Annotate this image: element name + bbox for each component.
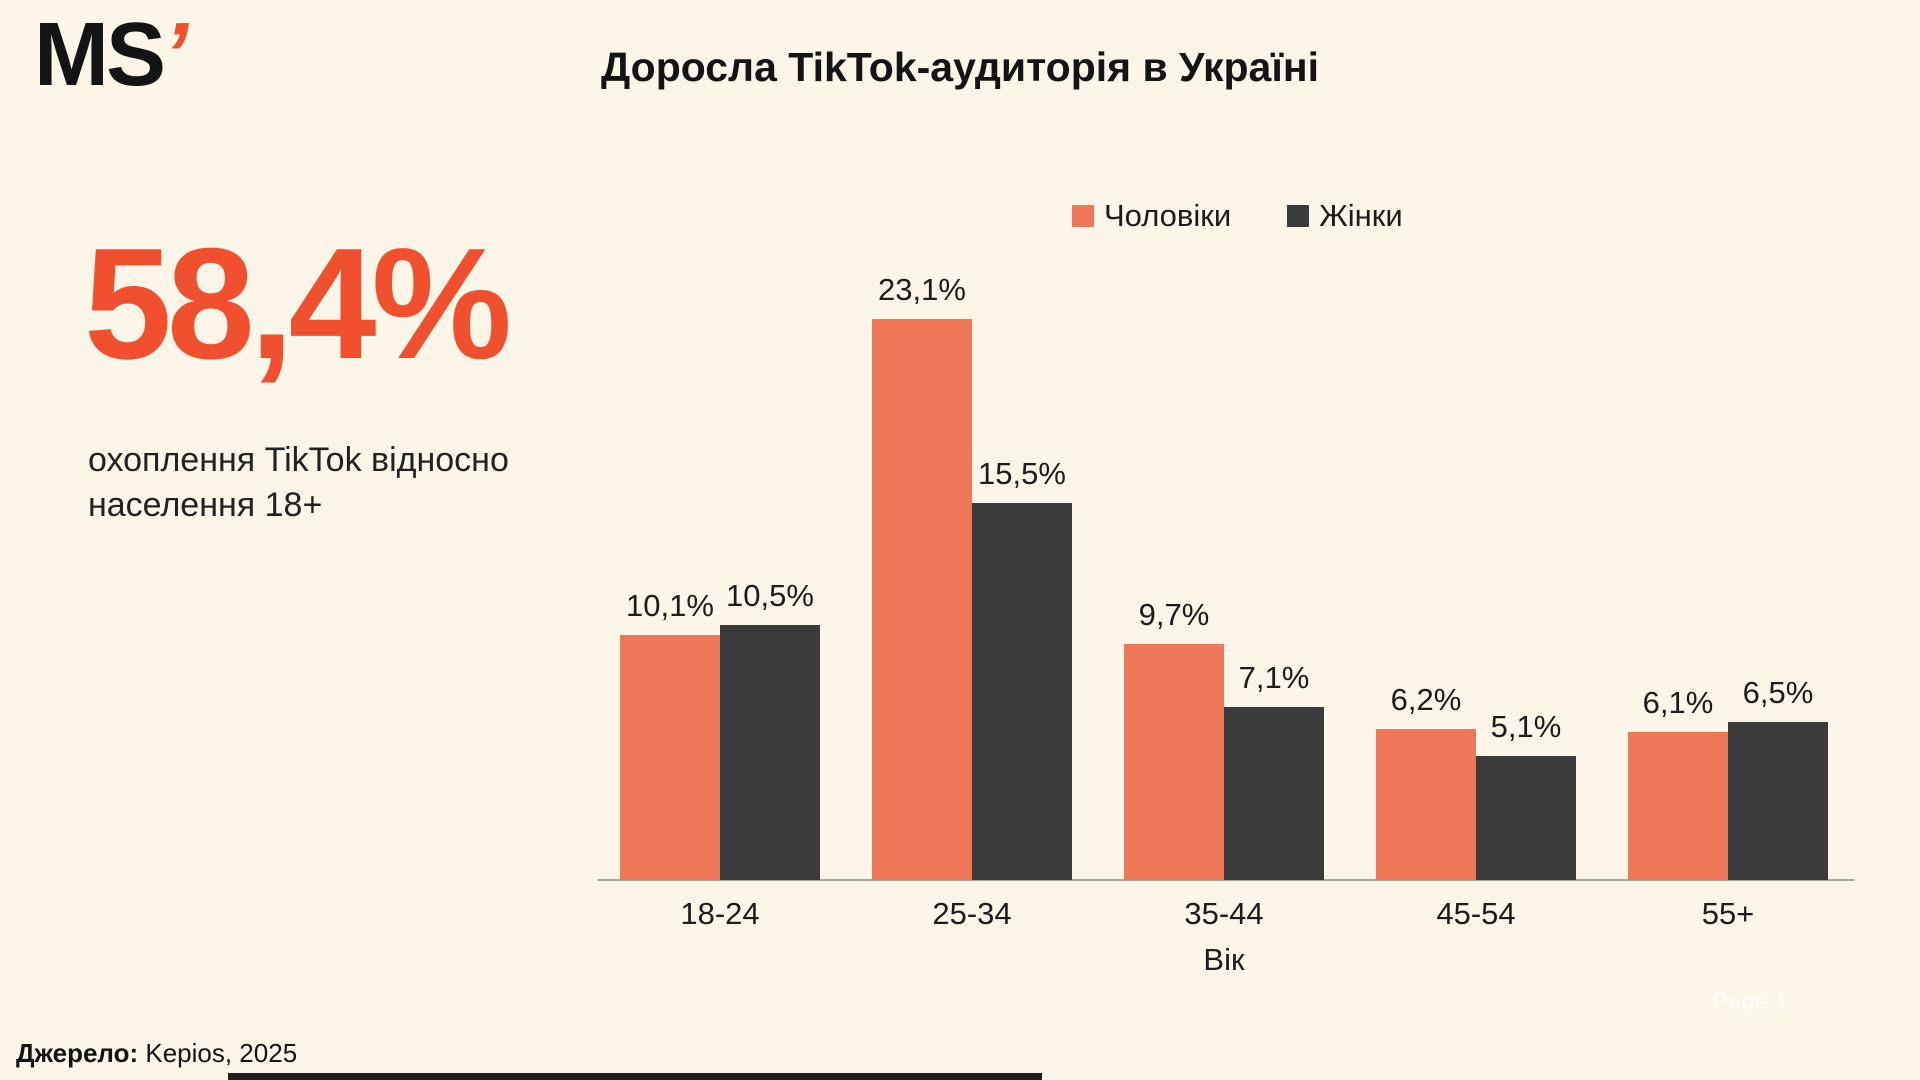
page-number-watermark: Page 1 bbox=[1712, 988, 1789, 1015]
stat-value: 58,4% bbox=[84, 216, 512, 392]
logo: MS’ bbox=[34, 5, 188, 105]
x-axis-label-45-54: 45-54 bbox=[1436, 896, 1516, 931]
legend-item-men: Чоловіки bbox=[1072, 198, 1231, 234]
source-note: Джерело: Kepios, 2025 bbox=[16, 1038, 297, 1069]
logo-apostrophe: ’ bbox=[163, 5, 188, 105]
bar-men-35-44 bbox=[1124, 644, 1224, 880]
x-axis-label-55+: 55+ bbox=[1701, 896, 1755, 931]
source-label: Джерело: bbox=[16, 1038, 139, 1068]
bar-value-label-women-45-54: 5,1% bbox=[1490, 709, 1562, 744]
bar-value-label-men-25-34: 23,1% bbox=[878, 272, 966, 307]
bar-value-label-women-25-34: 15,5% bbox=[978, 456, 1066, 491]
legend-label-men: Чоловіки bbox=[1104, 198, 1232, 233]
bar-value-label-men-45-54: 6,2% bbox=[1390, 682, 1462, 717]
bar-value-label-women-35-44: 7,1% bbox=[1238, 660, 1310, 695]
x-axis-label-35-44: 35-44 bbox=[1184, 896, 1264, 931]
bar-men-45-54 bbox=[1376, 729, 1476, 880]
page-title: Доросла TikTok-аудиторія в Україні bbox=[600, 44, 1320, 90]
x-axis-label-25-34: 25-34 bbox=[932, 896, 1012, 931]
bar-women-55+ bbox=[1728, 722, 1828, 880]
bar-value-label-men-35-44: 9,7% bbox=[1138, 597, 1210, 632]
legend-item-women: Жінки bbox=[1287, 198, 1403, 234]
bar-men-18-24 bbox=[620, 635, 720, 880]
bar-value-label-men-18-24: 10,1% bbox=[626, 588, 714, 623]
bar-women-45-54 bbox=[1476, 756, 1576, 880]
bar-women-25-34 bbox=[972, 503, 1072, 880]
source-value: Kepios, 2025 bbox=[138, 1038, 298, 1068]
bar-women-35-44 bbox=[1224, 707, 1324, 880]
bar-value-label-women-55+: 6,5% bbox=[1742, 675, 1814, 710]
legend-swatch-women bbox=[1287, 205, 1310, 227]
logo-text: MS bbox=[34, 5, 166, 105]
x-axis-label-18-24: 18-24 bbox=[680, 896, 760, 931]
bar-value-label-women-18-24: 10,5% bbox=[726, 578, 814, 613]
legend-label-women: Жінки bbox=[1319, 198, 1403, 233]
bar-men-25-34 bbox=[872, 319, 972, 880]
x-axis-title: Вік bbox=[1203, 942, 1245, 977]
chart-legend: Чоловіки Жінки bbox=[1072, 198, 1403, 234]
bar-men-55+ bbox=[1628, 732, 1728, 880]
legend-swatch-men bbox=[1072, 205, 1094, 227]
bar-women-18-24 bbox=[720, 625, 820, 880]
bar-value-label-men-55+: 6,1% bbox=[1642, 685, 1714, 720]
stat-description: охоплення TikTok відносно населення 18+ bbox=[88, 441, 509, 524]
x-axis-line bbox=[598, 879, 1854, 881]
bottom-progress-bar bbox=[228, 1073, 1042, 1080]
